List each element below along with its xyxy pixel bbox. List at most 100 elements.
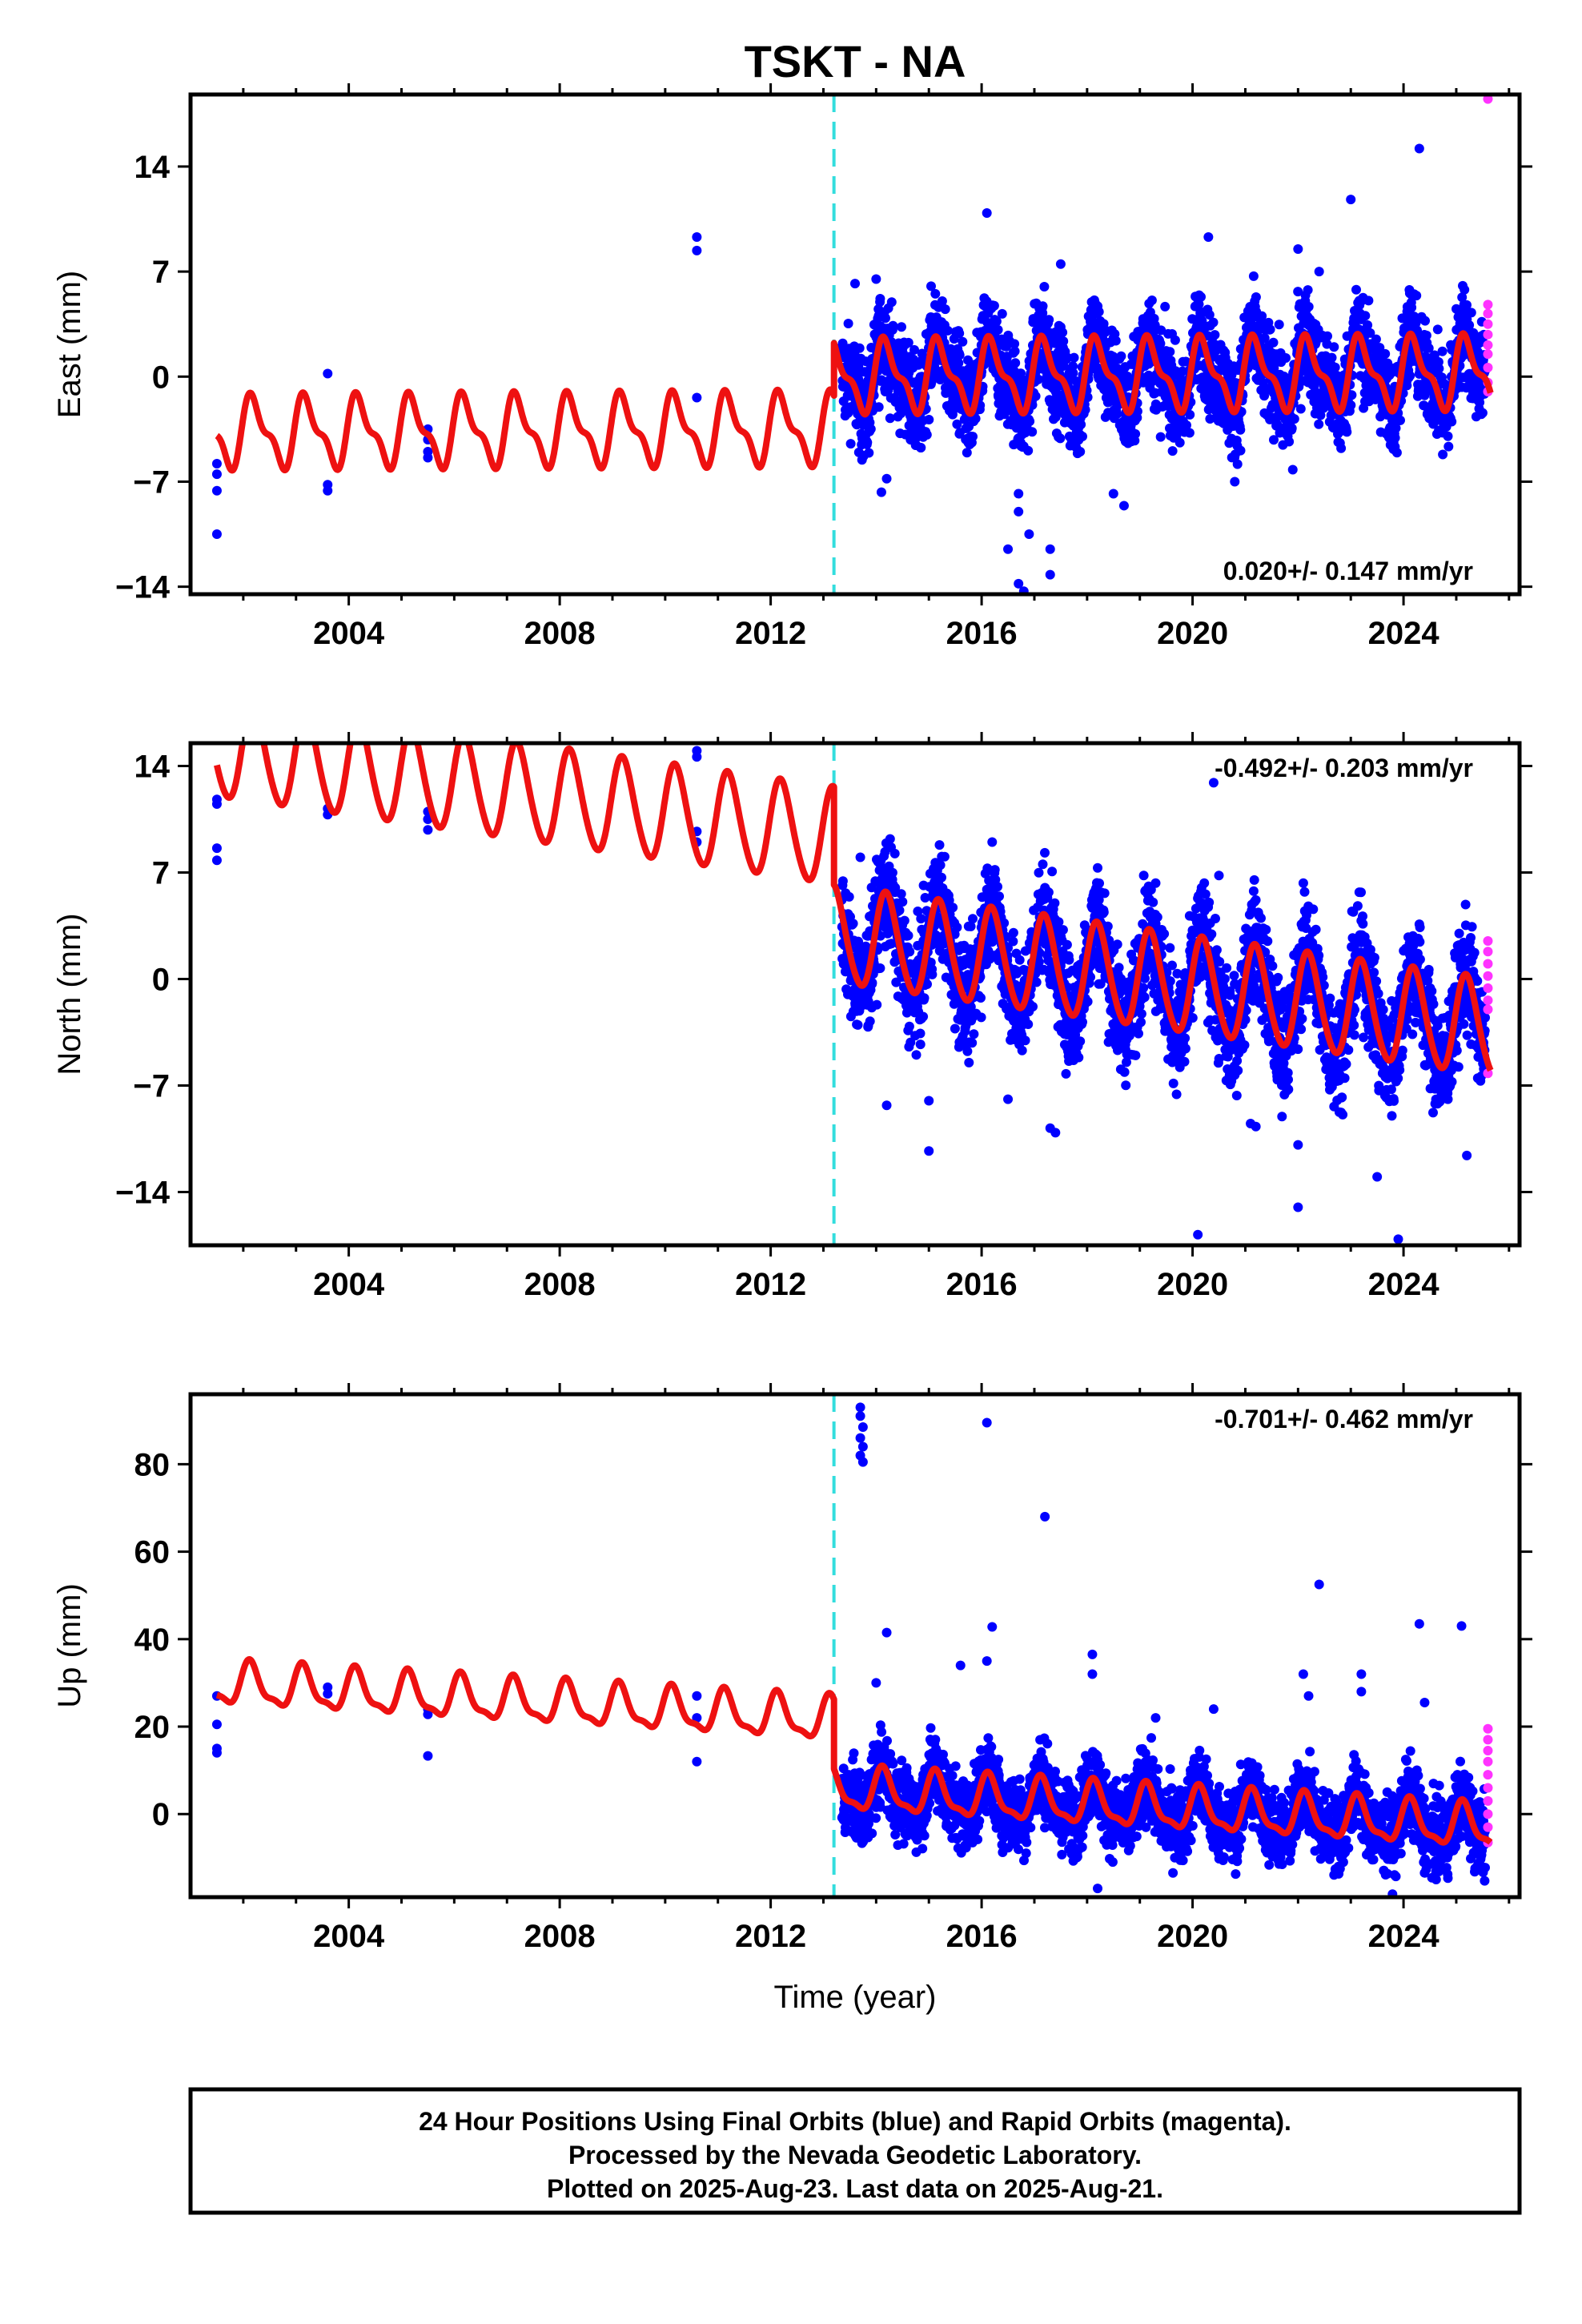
final-orbit-point [1314,267,1324,277]
final-orbit-point [1155,339,1166,348]
final-orbit-point [1156,325,1166,336]
final-orbit-point [997,308,1007,319]
final-orbit-point [876,487,886,497]
final-orbit-point [991,316,1002,327]
final-orbit-point [872,999,882,1010]
final-orbit-point [1200,889,1211,899]
final-orbit-point [1287,423,1297,433]
final-orbit-point [1405,371,1415,381]
final-orbit-point [1033,374,1043,384]
final-orbit-point [1256,913,1266,923]
final-orbit-point [1180,1033,1191,1043]
final-orbit-point [1139,992,1150,1003]
final-orbit-point [862,437,873,448]
x-tick-label: 2004 [313,616,385,651]
rapid-orbit-point [1483,308,1493,319]
final-orbit-point [903,337,913,348]
final-orbit-point [1330,362,1340,372]
final-orbit-point [1014,955,1025,965]
final-orbit-point [844,891,854,902]
final-orbit-point [952,419,962,429]
final-orbit-point [1112,408,1122,419]
final-orbit-point [1437,346,1447,356]
final-orbit-point [1274,320,1284,330]
final-orbit-point [967,1038,978,1048]
final-orbit-point [1267,961,1278,971]
final-orbit-point [323,485,333,496]
final-orbit-point [1460,284,1470,295]
final-orbit-point [1165,943,1175,953]
final-orbit-point [211,529,222,540]
final-orbit-point [1443,441,1454,452]
final-orbit-point [1203,232,1214,243]
final-orbit-point [990,865,1000,875]
final-orbit-point [1014,489,1024,499]
final-orbit-point [871,274,881,284]
final-orbit-point [1420,316,1430,326]
final-orbit-point [1233,1065,1243,1076]
final-orbit-point [1118,501,1129,511]
final-orbit-point [976,993,986,1003]
final-orbit-point [993,882,1002,892]
final-orbit-point [964,1057,974,1068]
y-tick-label: −7 [133,464,170,500]
final-orbit-point [1068,361,1078,372]
final-orbit-point [1008,936,1018,947]
final-orbit-point [1248,886,1259,896]
final-orbit-point [1068,368,1078,378]
final-orbit-point [1050,898,1060,908]
final-orbit-point [1249,875,1259,885]
final-orbit-point [1045,569,1055,580]
final-orbit-point [1165,976,1175,987]
final-orbit-point [1219,974,1230,984]
final-orbit-point [1076,420,1086,430]
final-orbit-point [982,208,992,219]
final-orbit-point [1211,914,1220,923]
final-orbit-point [1010,339,1020,349]
final-orbit-point [899,915,909,926]
final-orbit-point [1409,289,1419,300]
final-orbit-point [954,328,965,339]
final-orbit-point [1323,331,1332,341]
final-orbit-point [1094,879,1104,888]
final-orbit-point [692,392,702,403]
final-orbit-point [1039,282,1050,292]
final-orbit-point [1136,1009,1146,1019]
final-orbit-point [873,402,884,412]
final-orbit-point [1351,284,1361,295]
final-orbit-point [939,851,950,862]
final-orbit-point [1152,912,1162,923]
final-orbit-point [1466,308,1476,318]
final-orbit-point [962,1046,973,1056]
x-tick-label: 2008 [524,616,596,651]
final-orbit-point [1023,445,1034,456]
final-orbit-point [1251,895,1261,905]
final-orbit-point [1058,336,1069,347]
final-orbit-point [1025,416,1035,427]
final-orbit-point [1235,445,1246,456]
final-orbit-point [1108,489,1118,499]
final-orbit-point [1040,847,1050,858]
final-orbit-point [950,1023,960,1034]
final-orbit-point [911,1050,921,1060]
x-tick-label: 2024 [1368,616,1440,651]
final-orbit-point [843,319,853,328]
final-orbit-point [1003,544,1014,554]
final-orbit-point [323,368,333,379]
final-orbit-point [1058,925,1068,935]
final-orbit-point [886,297,897,308]
final-orbit-point [1062,939,1072,950]
y-tick-label: 7 [152,255,170,290]
rapid-orbit-point [1483,319,1493,329]
final-orbit-point [1167,446,1178,456]
final-orbit-point [954,358,964,368]
y-tick-label: 14 [135,150,171,185]
final-orbit-point [918,1011,929,1022]
final-orbit-point [1432,324,1443,335]
final-orbit-point [1284,436,1295,447]
final-orbit-point [1017,1045,1027,1055]
final-orbit-point [1121,1080,1131,1091]
final-orbit-point [1434,364,1444,374]
final-orbit-point [1130,428,1141,439]
final-orbit-point [1114,963,1124,973]
